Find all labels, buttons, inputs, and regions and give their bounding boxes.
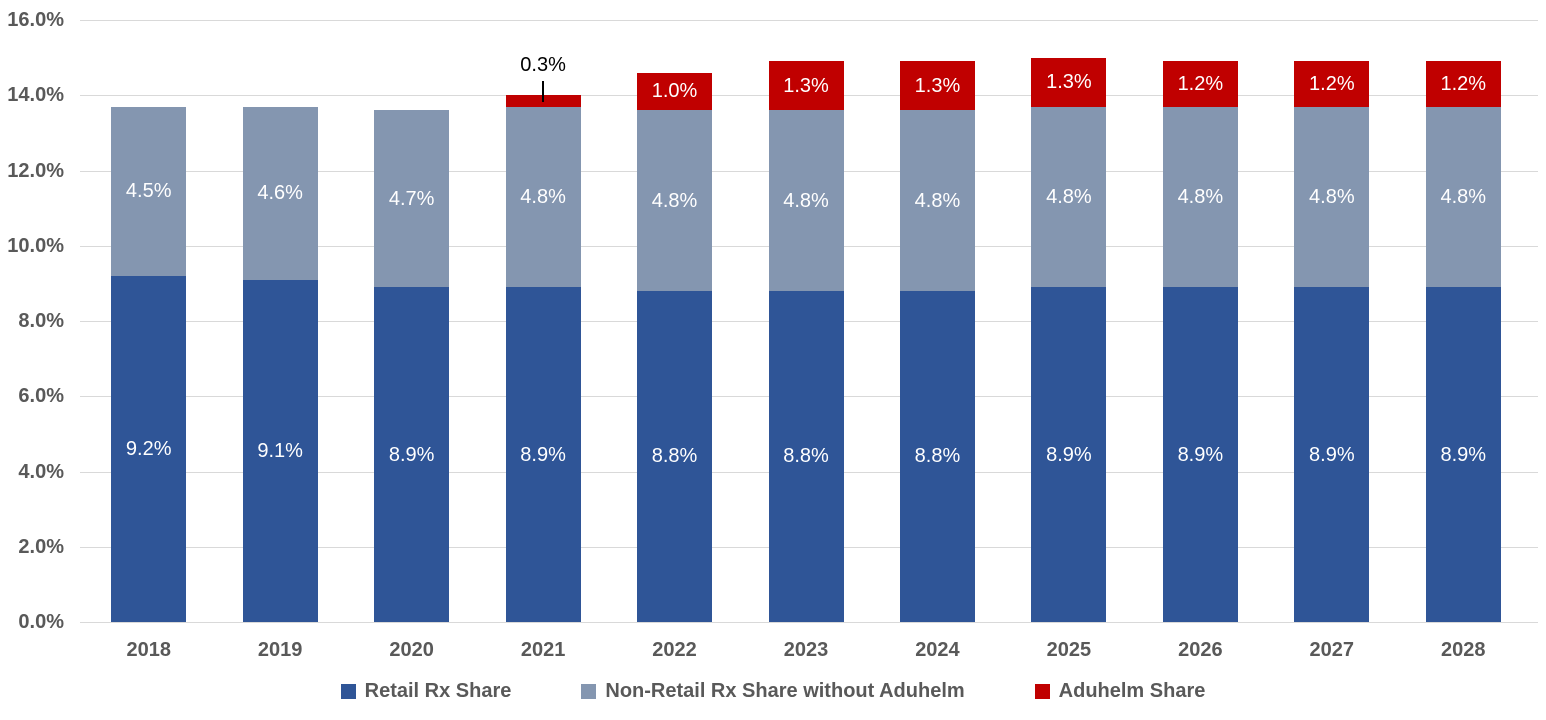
bar-segment-2022-series-2: 1.0%: [637, 72, 713, 111]
legend-label: Retail Rx Share: [364, 680, 512, 702]
x-axis-tick-label: 2025: [1046, 639, 1092, 661]
legend-label: Aduhelm Share: [1058, 680, 1206, 702]
legend-swatch-non-retail-rx-share: [581, 683, 597, 699]
y-axis-tick-label: 10.0%: [7, 234, 64, 257]
data-label: 8.9%: [388, 443, 435, 466]
bar-segment-2021-series-1: 4.8%: [505, 106, 581, 288]
y-axis-tick-label: 16.0%: [7, 9, 64, 31]
bar-segment-2025-series-2: 1.3%: [1031, 57, 1107, 107]
data-label: 1.3%: [1046, 71, 1092, 94]
data-label: 4.8%: [1309, 185, 1355, 208]
legend-swatch-aduhelm-share: [1034, 683, 1050, 699]
data-label: 8.8%: [914, 445, 961, 468]
y-axis-tick-label: 8.0%: [18, 310, 64, 332]
bar-segment-2028-series-2: 1.2%: [1425, 61, 1501, 107]
bar-segment-2022-series-0: 8.8%: [637, 290, 713, 622]
y-axis-tick-label: 6.0%: [18, 385, 64, 408]
bar-segment-2023-series-2: 1.3%: [768, 61, 844, 111]
bar-segment-2025-series-0: 8.9%: [1031, 287, 1107, 622]
y-axis-tick-label: 12.0%: [7, 159, 64, 182]
legend-label: Non-Retail Rx Share without Aduhelm: [605, 680, 965, 702]
data-label: 4.8%: [783, 189, 829, 212]
y-axis-tick-label: 14.0%: [7, 84, 64, 107]
bar-segment-2028-series-0: 8.9%: [1425, 287, 1501, 622]
x-axis-tick-label: 2027: [1309, 639, 1355, 661]
data-label: 4.8%: [1440, 185, 1487, 208]
bar-segment-2022-series-1: 4.8%: [637, 110, 713, 291]
bar-segment-2026-series-0: 8.9%: [1162, 287, 1238, 622]
x-axis-tick-label: 2026: [1178, 639, 1223, 661]
data-label: 8.9%: [1177, 443, 1224, 466]
data-label: 1.2%: [1309, 72, 1355, 95]
x-axis-tick-label: 2018: [126, 639, 171, 661]
bar-segment-2019-series-0: 9.1%: [242, 279, 318, 622]
data-label: 1.3%: [914, 74, 961, 97]
legend: Retail Rx Share Non-Retail Rx Share with…: [0, 681, 1546, 701]
bar-segment-2021-series-0: 8.9%: [505, 287, 581, 622]
data-label: 4.8%: [651, 189, 698, 212]
x-axis-tick-label: 2024: [915, 639, 960, 661]
data-label: 8.8%: [783, 445, 829, 468]
data-label: 4.8%: [1177, 185, 1224, 208]
bar-segment-2027-series-1: 4.8%: [1294, 106, 1370, 288]
x-axis-tick-label: 2023: [783, 639, 829, 661]
data-label: 1.3%: [783, 74, 829, 97]
bar-segment-2027-series-2: 1.2%: [1294, 61, 1370, 107]
x-axis-tick-label: 2028: [1441, 639, 1486, 661]
x-axis-tick-label: 2021: [520, 639, 566, 661]
data-label-outside: 0.3%: [520, 54, 566, 77]
gridline-horizontal: [80, 20, 1538, 21]
bar-segment-2018-series-1: 4.5%: [111, 106, 187, 276]
y-axis-tick-label: 0.0%: [18, 611, 64, 633]
x-axis-tick-label: 2020: [389, 639, 434, 661]
data-label: 4.8%: [520, 185, 566, 208]
bar-segment-2025-series-1: 4.8%: [1031, 106, 1107, 288]
bar-segment-2027-series-0: 8.9%: [1294, 287, 1370, 622]
leader-line: [542, 81, 545, 103]
data-label: 8.9%: [1440, 443, 1487, 466]
bar-segment-2024-series-2: 1.3%: [899, 61, 975, 111]
bar-segment-2028-series-1: 4.8%: [1425, 106, 1501, 288]
data-label: 4.6%: [257, 182, 303, 205]
bar-segment-2019-series-1: 4.6%: [242, 106, 318, 280]
data-label: 4.5%: [125, 180, 172, 203]
data-label: 8.8%: [651, 445, 698, 468]
data-label: 9.1%: [257, 439, 303, 462]
bar-segment-2026-series-1: 4.8%: [1162, 106, 1238, 288]
bar-segment-2018-series-0: 9.2%: [111, 275, 187, 622]
data-label: 8.9%: [1309, 443, 1355, 466]
bar-segment-2020-series-0: 8.9%: [374, 287, 450, 622]
bar-segment-2026-series-2: 1.2%: [1162, 61, 1238, 107]
bar-segment-2023-series-0: 8.8%: [768, 290, 844, 622]
bar-segment-2024-series-0: 8.8%: [899, 290, 975, 622]
y-axis-tick-label: 2.0%: [18, 535, 64, 558]
bar-segment-2024-series-1: 4.8%: [899, 110, 975, 291]
data-label: 1.2%: [1177, 72, 1224, 95]
y-axis-tick-label: 4.0%: [18, 460, 64, 483]
legend-item-retail-rx-share: Retail Rx Share: [340, 680, 512, 702]
legend-item-aduhelm-share: Aduhelm Share: [1034, 680, 1206, 702]
gridline-horizontal: [80, 622, 1538, 623]
x-axis-tick-label: 2019: [257, 639, 303, 661]
bar-segment-2023-series-1: 4.8%: [768, 110, 844, 291]
legend-swatch-retail-rx-share: [340, 683, 356, 699]
legend-item-non-retail-rx-share: Non-Retail Rx Share without Aduhelm: [581, 680, 965, 702]
bar-segment-2020-series-1: 4.7%: [374, 110, 450, 288]
data-label: 8.9%: [1046, 443, 1092, 466]
data-label: 4.8%: [1046, 185, 1092, 208]
data-label: 4.7%: [388, 187, 435, 210]
data-label: 1.2%: [1440, 72, 1487, 95]
x-axis-tick-label: 2022: [652, 639, 697, 661]
data-label: 9.2%: [125, 437, 172, 460]
data-label: 4.8%: [914, 189, 961, 212]
data-label: 8.9%: [520, 443, 566, 466]
data-label: 1.0%: [651, 80, 698, 103]
